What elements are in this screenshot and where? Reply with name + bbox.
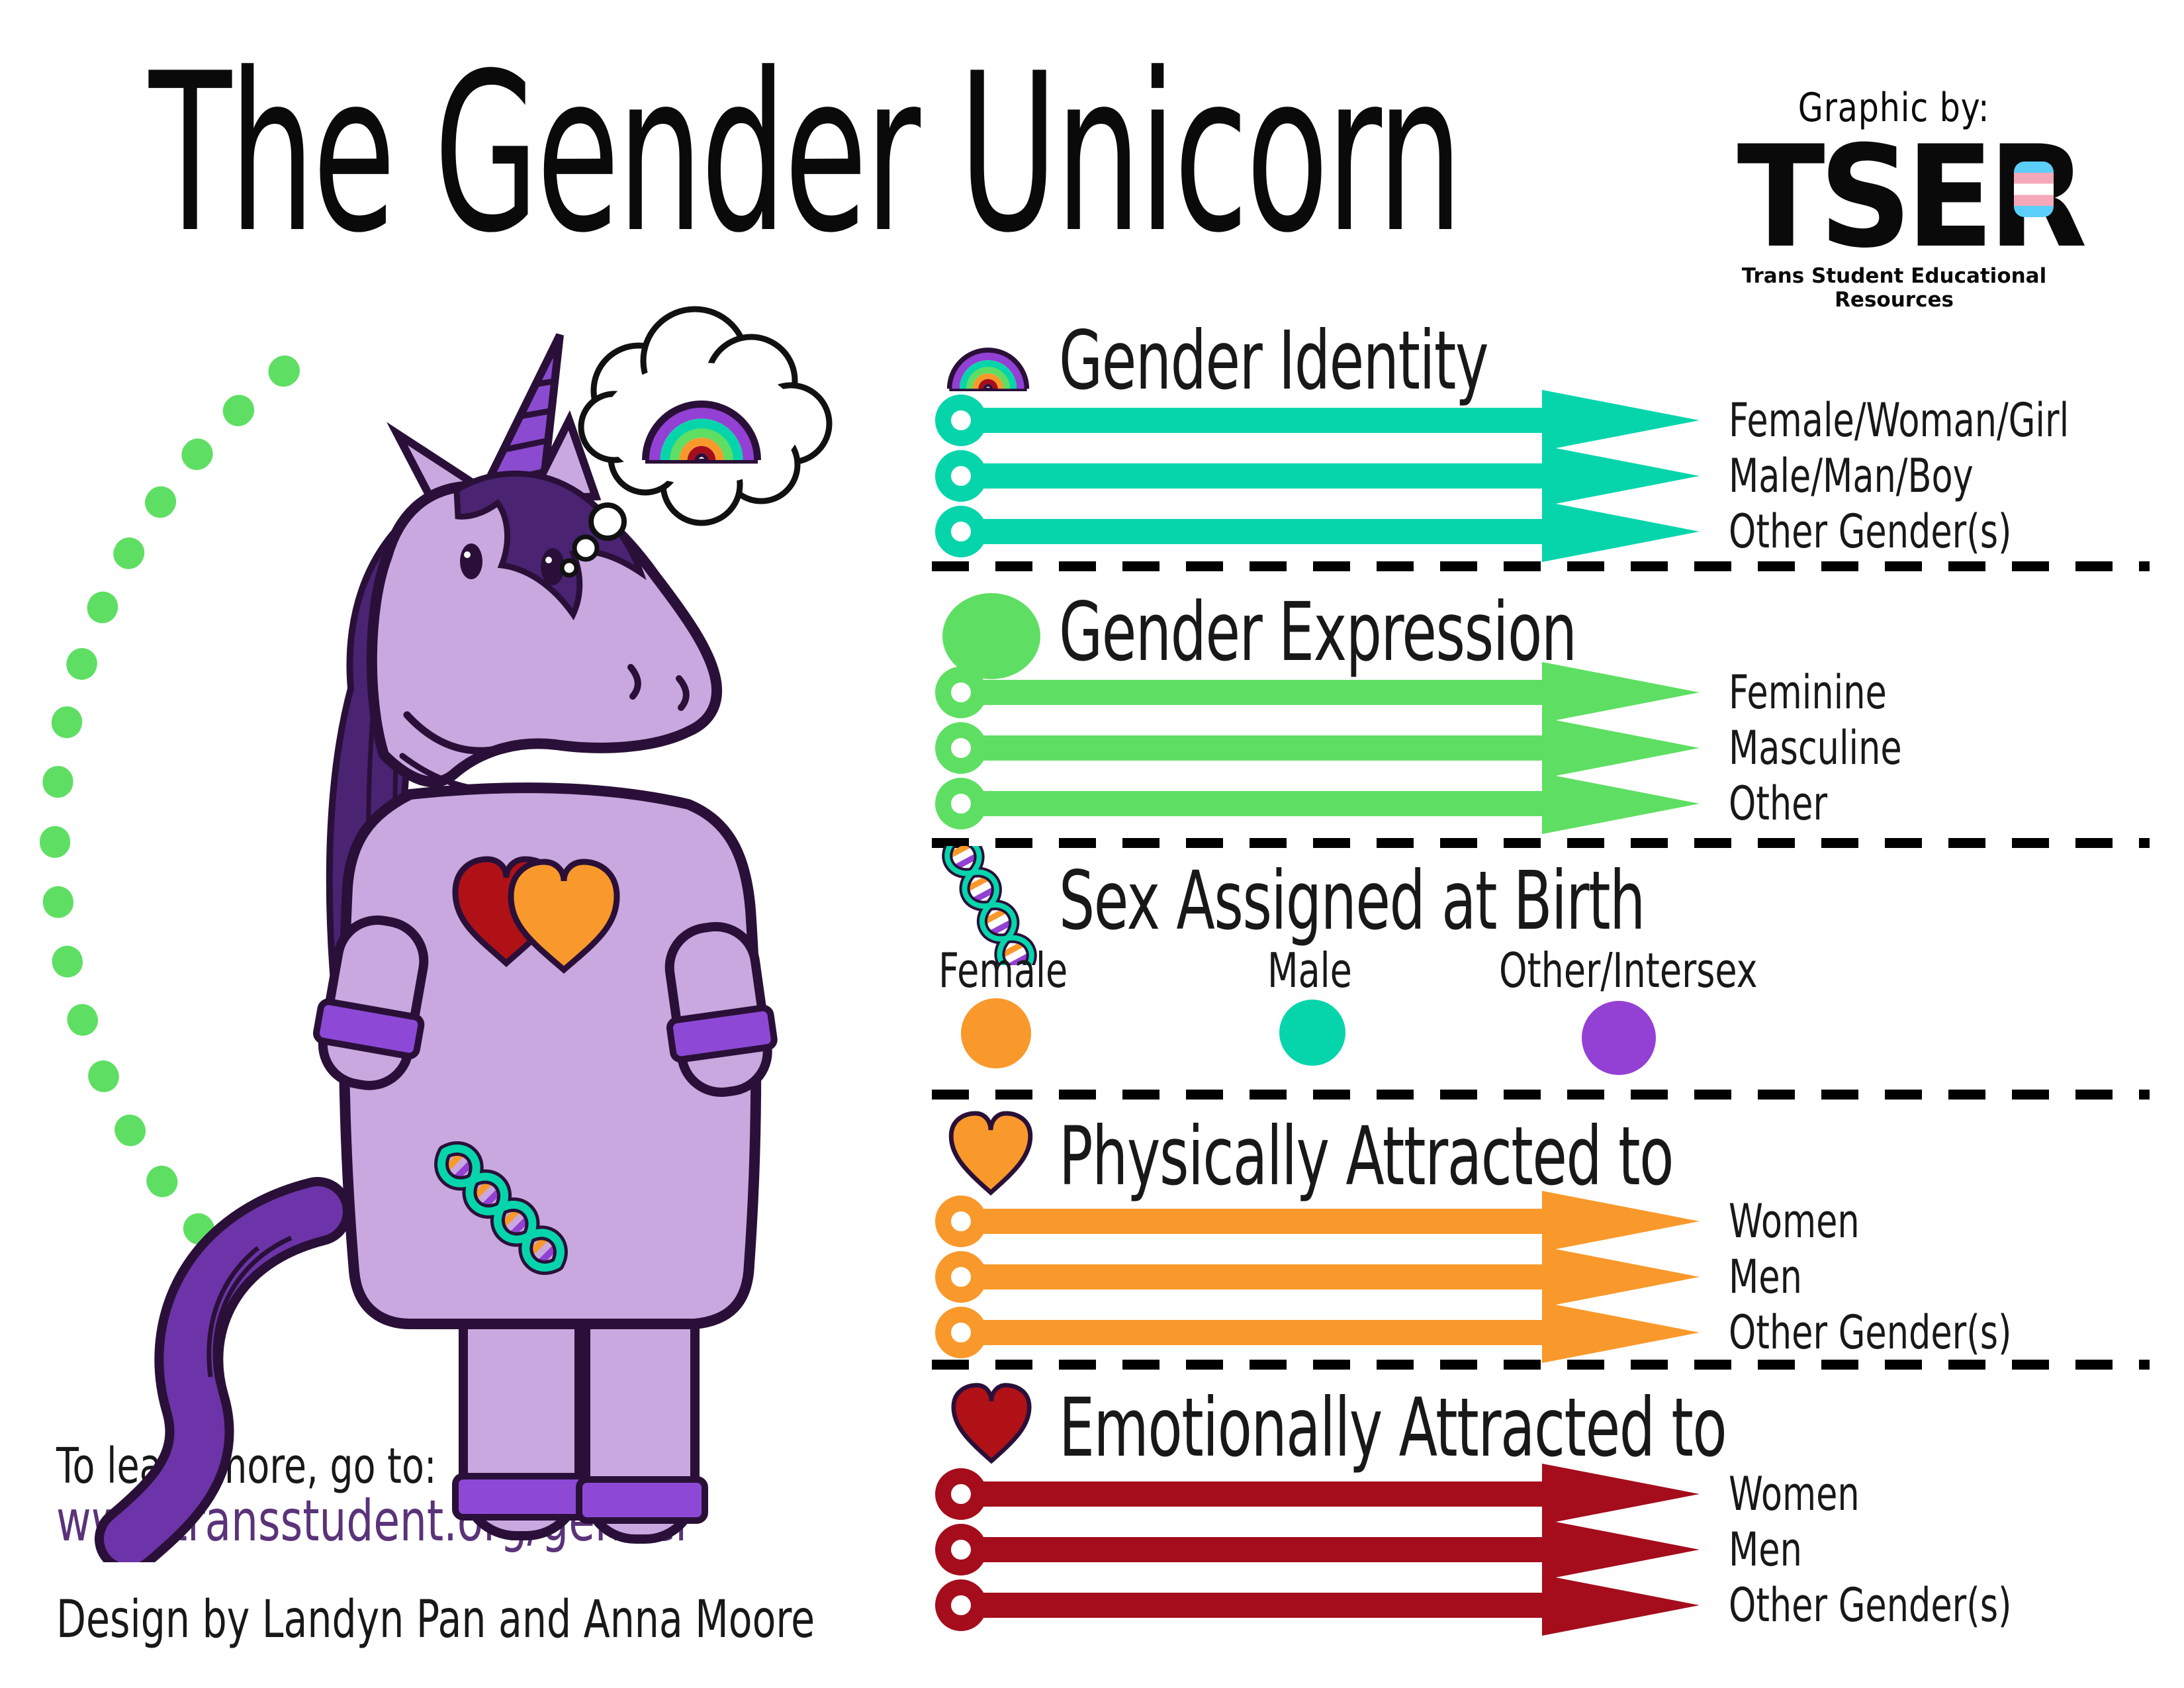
thought-bubble bbox=[559, 306, 833, 578]
dna-helix bbox=[434, 1141, 568, 1275]
spectrum-arrow-row: Male/Man/Boy bbox=[932, 443, 2176, 509]
dna-icon bbox=[942, 846, 1037, 965]
spectrum-arrow-row: Other Gender(s) bbox=[932, 1572, 2176, 1638]
arrow-label: Other Gender(s) bbox=[1729, 504, 2012, 559]
spectrum-arrow-row: Other Gender(s) bbox=[932, 1299, 2176, 1366]
gender-unicorn-illustration bbox=[40, 306, 833, 1562]
saab-option-label: Male bbox=[1267, 943, 1352, 998]
spectrum-arrow-row: Other Gender(s) bbox=[932, 498, 2176, 565]
credit-block: Graphic by: TSER Trans Student Education… bbox=[1722, 85, 2087, 312]
arrow-label: Men bbox=[1729, 1250, 1802, 1304]
orange-heart-icon bbox=[948, 1111, 1033, 1196]
section-divider bbox=[932, 1360, 2150, 1370]
arrow-shape bbox=[935, 1191, 1700, 1252]
other-intersex-dot bbox=[1582, 1001, 1656, 1075]
arrow-shape bbox=[935, 1302, 1700, 1363]
design-credit-text: Design by Landyn Pan and Anna Moore bbox=[56, 1590, 815, 1650]
green-dot-icon bbox=[942, 593, 1040, 679]
saab-option-label: Female bbox=[938, 943, 1068, 998]
arrow-label: Women bbox=[1729, 1467, 1860, 1521]
arrow-shape bbox=[935, 1519, 1700, 1580]
arrow-label: Other Gender(s) bbox=[1729, 1305, 2012, 1360]
spectrum-arrow-row: Other bbox=[932, 771, 2176, 837]
orange-heart bbox=[508, 859, 620, 974]
spectrum-arrow-row: Female/Woman/Girl bbox=[932, 387, 2176, 453]
chest-hearts bbox=[452, 856, 620, 974]
arrow-label: Women bbox=[1729, 1194, 1860, 1248]
section-divider bbox=[932, 561, 2150, 571]
learn-more-text: To learn more, go to: bbox=[56, 1438, 437, 1495]
arrow-shape bbox=[935, 718, 1700, 778]
arrow-shape bbox=[935, 445, 1700, 506]
arrow-label: Masculine bbox=[1729, 721, 1902, 775]
arrow-shape bbox=[935, 1575, 1700, 1636]
arrow-label: Men bbox=[1729, 1523, 1802, 1577]
section-heading-physically-attracted: Physically Attracted to bbox=[1059, 1109, 1674, 1203]
section-divider bbox=[932, 838, 2150, 848]
female-dot bbox=[961, 998, 1031, 1068]
section-heading-sex-assigned-at-birth: Sex Assigned at Birth bbox=[1059, 854, 1645, 948]
arrow-shape bbox=[935, 773, 1700, 834]
spectrum-arrow-row: Women bbox=[932, 1188, 2176, 1254]
page-title: The Gender Unicorn bbox=[149, 26, 1463, 281]
arrow-label: Feminine bbox=[1729, 665, 1887, 720]
section-heading-emotionally-attracted: Emotionally Attracted to bbox=[1059, 1381, 1727, 1475]
section-divider bbox=[932, 1090, 2150, 1100]
rainbow-icon bbox=[942, 334, 1034, 395]
green-dotted-arc bbox=[40, 355, 300, 1326]
arrow-label: Other Gender(s) bbox=[1729, 1578, 2012, 1632]
arrow-shape bbox=[935, 1464, 1700, 1524]
trans-flag-icon bbox=[2014, 162, 2054, 217]
section-heading-gender-expression: Gender Expression bbox=[1059, 585, 1577, 679]
section-heading-gender-identity: Gender Identity bbox=[1059, 314, 1489, 408]
arrow-label: Other bbox=[1729, 776, 1828, 831]
tser-full-name: Trans Student Educational Resources bbox=[1741, 264, 2047, 312]
arrow-shape bbox=[935, 390, 1700, 451]
arrow-label: Male/Man/Boy bbox=[1729, 449, 1974, 503]
arrow-shape bbox=[935, 662, 1700, 723]
leg-cuff bbox=[452, 1473, 591, 1521]
arrow-shape bbox=[935, 501, 1700, 562]
spectrum-arrow-row: Feminine bbox=[932, 659, 2176, 726]
unicorn-arms bbox=[313, 915, 778, 1098]
tser-logo: TSER bbox=[1722, 126, 2096, 267]
arrow-label: Female/Woman/Girl bbox=[1729, 393, 2070, 447]
leg-cuff bbox=[576, 1476, 708, 1524]
spectrum-arrow-row: Men bbox=[932, 1244, 2176, 1310]
male-dot bbox=[1279, 1000, 1345, 1066]
spectrum-arrow-row: Women bbox=[932, 1461, 2176, 1527]
unicorn-tail bbox=[95, 1177, 352, 1562]
red-heart-icon bbox=[951, 1383, 1032, 1464]
spectrum-arrow-row: Men bbox=[932, 1517, 2176, 1583]
saab-option-label: Other/Intersex bbox=[1499, 943, 1758, 998]
graphic-by-label: Graphic by: bbox=[1798, 85, 1990, 131]
arrow-shape bbox=[935, 1246, 1700, 1307]
spectrum-arrow-row: Masculine bbox=[932, 715, 2176, 781]
unicorn-face bbox=[399, 543, 690, 794]
